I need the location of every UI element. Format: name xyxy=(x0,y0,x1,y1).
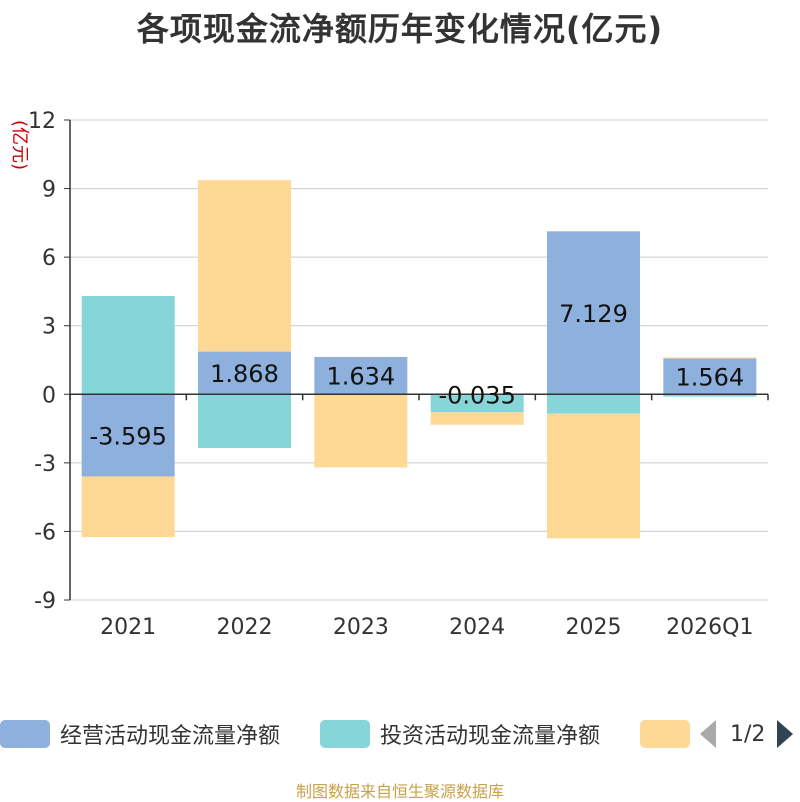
y-tick-label: 9 xyxy=(42,178,56,203)
bar-segment-2024-s2 xyxy=(430,412,524,425)
data-label: 1.564 xyxy=(675,363,744,391)
legend-pager: 1/2 xyxy=(700,714,794,754)
data-label: 1.634 xyxy=(326,363,395,391)
bar-segment-2022-s1 xyxy=(198,394,291,448)
y-tick-label: -9 xyxy=(34,589,56,614)
bar-segment-2026Q1-s1 xyxy=(663,394,757,397)
legend-swatch-financing xyxy=(640,720,690,748)
bar-segment-2025-s0 xyxy=(547,231,640,395)
source-note: 制图数据来自恒生聚源数据库 xyxy=(295,782,504,801)
bar-segment-2024-s1 xyxy=(430,395,524,413)
y-tick-label: -6 xyxy=(34,520,56,545)
bar-segment-2025-s2 xyxy=(547,413,640,539)
chart-title: 各项现金流净额历年变化情况(亿元) xyxy=(136,10,664,48)
x-tick-label: 2024 xyxy=(449,615,505,640)
x-tick-label: 2021 xyxy=(100,615,156,640)
bar-segment-2023-s0 xyxy=(314,356,408,395)
legend-item-financing[interactable] xyxy=(640,714,700,754)
legend-next-page-icon[interactable] xyxy=(777,720,794,748)
data-label: 7.129 xyxy=(559,300,628,328)
legend-label-operating: 经营活动现金流量净额 xyxy=(60,724,281,749)
legend: 经营活动现金流量净额 投资活动现金流量净额 1/2 xyxy=(0,714,800,754)
bar-segment-2022-s2 xyxy=(198,180,291,352)
x-tick-label: 2025 xyxy=(566,615,622,640)
legend-item-operating[interactable]: 经营活动现金流量净额 xyxy=(0,714,280,754)
legend-swatch-investing xyxy=(320,720,370,748)
x-tick-label: 2026Q1 xyxy=(666,615,753,640)
y-axis-label: (亿元) xyxy=(9,120,30,170)
data-label: -0.035 xyxy=(438,382,515,410)
legend-page-indicator: 1/2 xyxy=(730,721,766,747)
legend-swatch-operating xyxy=(0,720,50,748)
y-tick-label: 6 xyxy=(42,246,56,271)
y-tick-label: 0 xyxy=(42,383,56,408)
legend-item-investing[interactable]: 投资活动现金流量净额 xyxy=(320,714,600,754)
y-tick-label: 12 xyxy=(28,109,56,134)
y-tick-label: 3 xyxy=(42,315,56,340)
data-label: -3.595 xyxy=(89,422,166,450)
y-tick-label: -3 xyxy=(34,452,56,477)
bar-segment-2025-s1 xyxy=(547,394,640,414)
bar-segment-2026Q1-s0 xyxy=(663,358,757,395)
bar-segment-2023-s2 xyxy=(314,394,408,468)
bar-segment-2026Q1-s2 xyxy=(663,357,757,359)
bar-segment-2021-s0 xyxy=(81,394,175,477)
legend-prev-page-icon[interactable] xyxy=(700,720,716,748)
bar-segment-2022-s0 xyxy=(198,351,291,395)
x-tick-label: 2023 xyxy=(333,615,389,640)
bar-segment-2021-s2 xyxy=(81,476,175,538)
legend-label-investing: 投资活动现金流量净额 xyxy=(380,724,601,749)
data-label: 1.868 xyxy=(210,360,279,388)
chart-plot: -9 -6 -3 0 3 6 9 12(亿元) 2021 2022 2023 2024 2025 2026… xyxy=(9,109,769,640)
bar-segment-2021-s1 xyxy=(81,296,175,395)
x-tick-label: 2022 xyxy=(217,615,273,640)
